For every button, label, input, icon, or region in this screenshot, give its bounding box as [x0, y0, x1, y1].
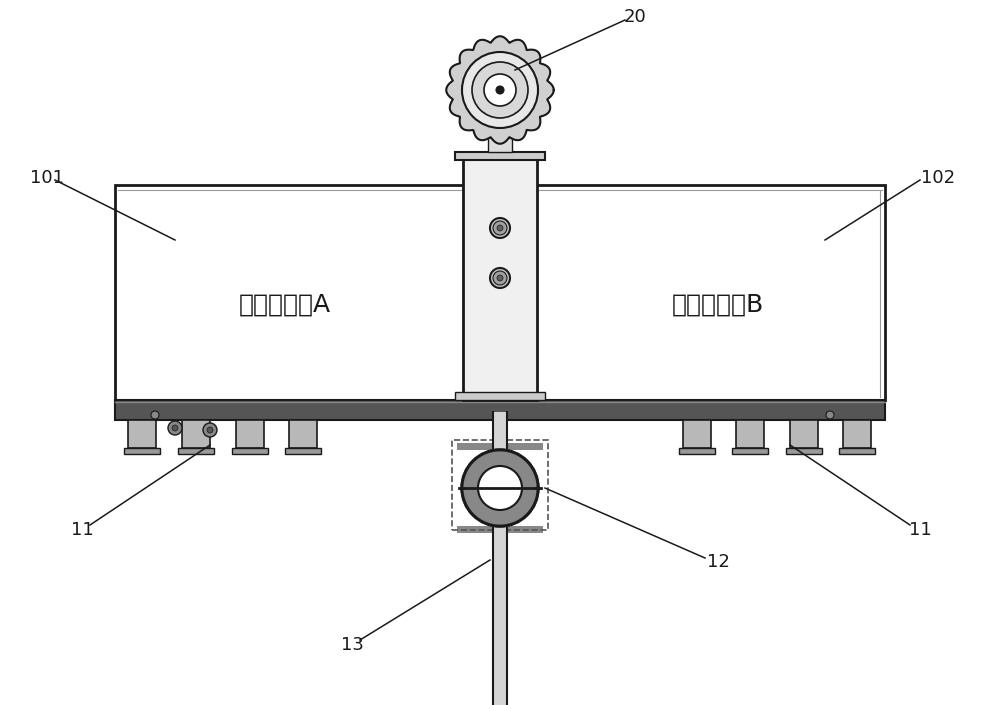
- Circle shape: [493, 221, 507, 235]
- Circle shape: [826, 411, 834, 419]
- Bar: [493, 515, 507, 705]
- Circle shape: [484, 74, 516, 106]
- Bar: [236, 420, 264, 448]
- Bar: [285, 448, 321, 454]
- Circle shape: [490, 268, 510, 288]
- Circle shape: [490, 218, 510, 238]
- Text: 20: 20: [624, 8, 646, 26]
- Bar: [115, 400, 885, 420]
- Bar: [182, 420, 210, 448]
- Bar: [843, 420, 871, 448]
- Bar: [736, 420, 764, 448]
- Bar: [457, 443, 543, 450]
- Bar: [488, 134, 512, 152]
- Text: 13: 13: [341, 636, 363, 654]
- Text: 12: 12: [707, 553, 729, 571]
- Circle shape: [462, 450, 538, 526]
- Bar: [732, 448, 768, 454]
- Bar: [232, 448, 268, 454]
- Bar: [679, 448, 715, 454]
- Bar: [683, 420, 711, 448]
- Bar: [124, 448, 160, 454]
- Bar: [463, 152, 537, 400]
- Circle shape: [207, 427, 213, 433]
- Bar: [455, 392, 545, 400]
- Polygon shape: [446, 36, 554, 144]
- Bar: [790, 420, 818, 448]
- Circle shape: [497, 275, 503, 281]
- Bar: [839, 448, 875, 454]
- Circle shape: [493, 271, 507, 285]
- Text: 霍尔离子源B: 霍尔离子源B: [672, 293, 764, 317]
- Text: 11: 11: [71, 521, 93, 539]
- Circle shape: [203, 423, 217, 437]
- Bar: [786, 448, 822, 454]
- Circle shape: [151, 411, 159, 419]
- Text: 102: 102: [921, 169, 955, 187]
- Bar: [452, 440, 548, 530]
- Circle shape: [462, 52, 538, 128]
- Circle shape: [497, 225, 503, 231]
- Text: 霍尔离子源A: 霍尔离子源A: [239, 293, 331, 317]
- Bar: [289, 420, 317, 448]
- Bar: [128, 420, 156, 448]
- Polygon shape: [462, 450, 538, 526]
- Bar: [493, 412, 507, 466]
- Circle shape: [496, 86, 504, 94]
- Bar: [178, 448, 214, 454]
- Circle shape: [478, 466, 522, 510]
- Text: 101: 101: [30, 169, 64, 187]
- Circle shape: [172, 425, 178, 431]
- Bar: [455, 152, 545, 160]
- Bar: [115, 185, 885, 400]
- Bar: [457, 526, 543, 533]
- Circle shape: [472, 62, 528, 118]
- Text: 11: 11: [909, 521, 931, 539]
- Circle shape: [168, 421, 182, 435]
- Bar: [493, 466, 507, 510]
